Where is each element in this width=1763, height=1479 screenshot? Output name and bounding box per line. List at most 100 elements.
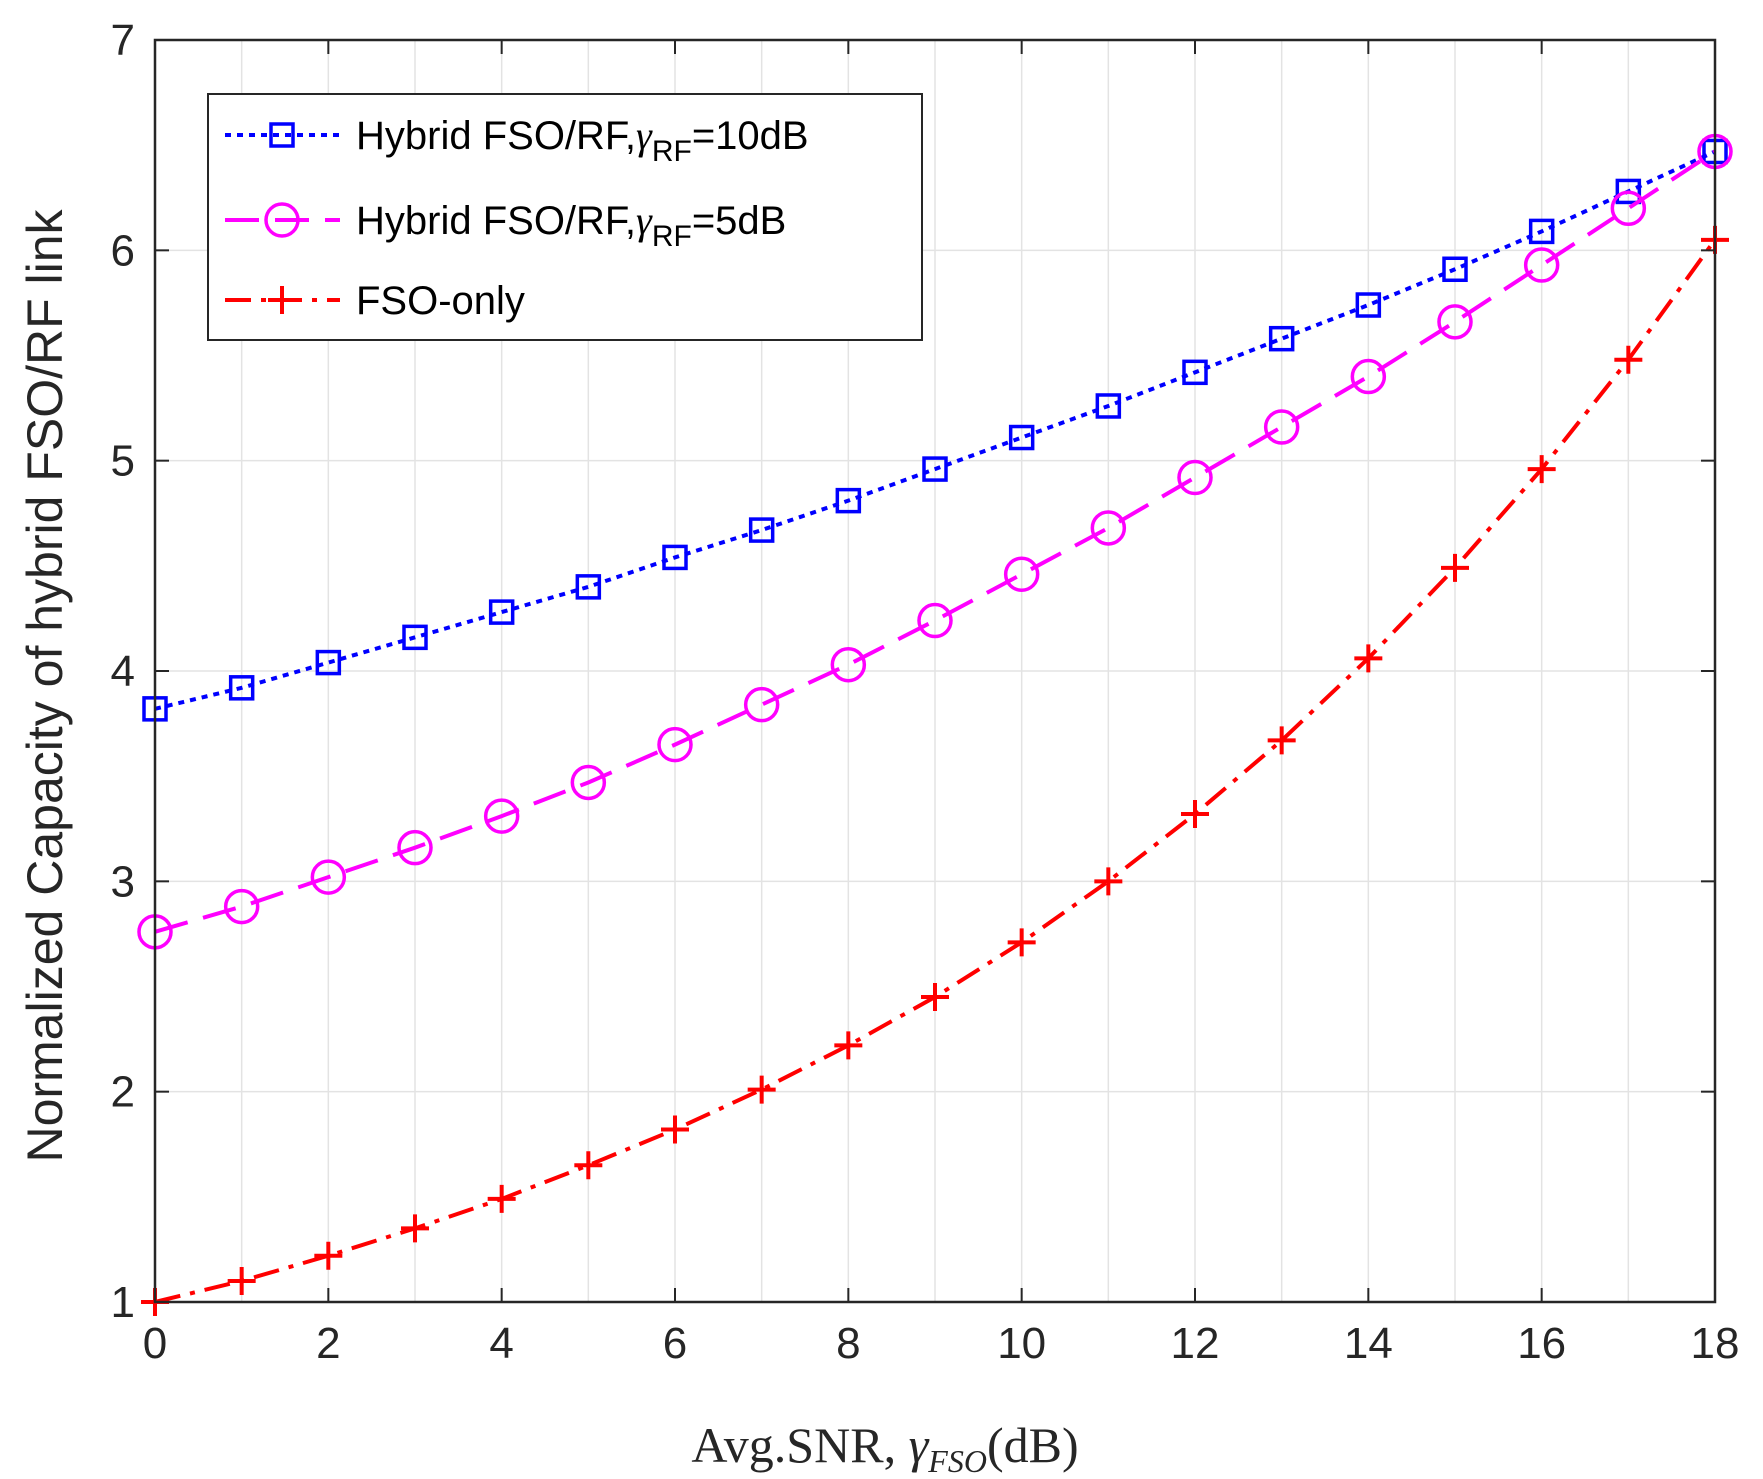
data-point: [401, 1214, 429, 1243]
data-point: [1090, 510, 1127, 546]
data-point: [1527, 455, 1556, 484]
data-point: [1095, 393, 1122, 419]
x-axis-label-text: Avg.SNR,: [691, 1417, 908, 1473]
data-point: [1614, 345, 1643, 374]
legend-entry-3: FSO-only: [225, 279, 525, 323]
x-axis-label-gamma: γ: [909, 1417, 930, 1473]
data-point: [575, 574, 602, 600]
legend-label-suffix: =5dB: [692, 199, 787, 243]
data-point: [228, 675, 255, 701]
data-point: [487, 1184, 516, 1213]
data-point: [1528, 218, 1555, 245]
data-point: [227, 1266, 256, 1295]
data-point: [1441, 553, 1469, 582]
data-point: [1182, 359, 1208, 386]
data-point: [223, 888, 260, 925]
data-point: [1263, 409, 1300, 445]
x-axis-label-subscript: FSO: [927, 1443, 987, 1479]
y-tick-label: 3: [111, 857, 135, 906]
data-point: [1094, 867, 1123, 896]
legend-label: FSO-only: [356, 279, 525, 323]
legend-label-subscript: RF: [652, 220, 692, 253]
data-point: [483, 798, 520, 834]
data-point: [570, 764, 607, 801]
data-point: [835, 487, 862, 514]
data-point: [315, 649, 342, 676]
data-point: [1354, 644, 1383, 673]
data-point: [574, 1151, 603, 1180]
data-point: [1177, 459, 1213, 496]
series-2: [137, 133, 1733, 950]
data-point: [747, 1075, 776, 1104]
legend-marker: [264, 202, 300, 238]
data-point: [1615, 178, 1642, 205]
data-point: [743, 686, 780, 723]
legend-entry-1: Hybrid FSO/RF,γRF=10dB: [225, 113, 809, 168]
x-tick-label: 4: [489, 1319, 513, 1368]
data-point: [1003, 556, 1040, 592]
data-point: [834, 1031, 863, 1060]
legend-label-gamma: γ: [636, 113, 653, 158]
y-axis-label: Normalized Capacity of hybrid FSO/RF lin…: [17, 208, 73, 1162]
data-point: [1008, 424, 1035, 451]
data-point: [314, 1241, 343, 1270]
legend-label-suffix: =10dB: [692, 114, 809, 158]
series-1: [142, 138, 1728, 722]
data-point: [657, 726, 693, 763]
y-tick-label: 2: [111, 1068, 135, 1117]
x-tick-label: 10: [997, 1319, 1046, 1368]
legend-label-name: FSO-only: [356, 279, 525, 323]
data-point: [1181, 800, 1209, 829]
data-point: [661, 1115, 689, 1144]
x-tick-label: 6: [663, 1319, 687, 1368]
legend-label-name: Hybrid FSO/RF,: [356, 114, 636, 158]
data-point: [1355, 292, 1382, 318]
legend-marker: [269, 122, 295, 148]
x-tick-label: 14: [1344, 1319, 1393, 1368]
legend-marker: [268, 286, 296, 314]
legend-label: Hybrid FSO/RF,γRF=10dB: [356, 113, 809, 168]
y-tick-label: 5: [111, 437, 135, 486]
legend-label: Hybrid FSO/RF,γRF=5dB: [356, 198, 786, 253]
x-tick-label: 16: [1517, 1319, 1566, 1368]
data-point: [1268, 325, 1295, 352]
x-tick-label: 0: [143, 1319, 167, 1368]
legend-label-name: Hybrid FSO/RF,: [356, 199, 636, 243]
data-point: [1437, 304, 1473, 340]
data-point: [830, 646, 867, 683]
y-tick-label: 1: [111, 1278, 135, 1327]
legend-entry-2: Hybrid FSO/RF,γRF=5dB: [225, 198, 786, 253]
data-point: [397, 829, 433, 866]
x-tick-label: 18: [1691, 1319, 1740, 1368]
data-point: [1442, 256, 1468, 283]
legend-label-gamma: γ: [636, 198, 653, 243]
data-point: [1350, 358, 1387, 395]
y-tick-label: 7: [111, 16, 135, 65]
x-axis-label-unit: (dB): [987, 1417, 1079, 1473]
data-point: [1007, 928, 1036, 957]
y-tick-label: 4: [111, 647, 135, 696]
data-point: [1523, 247, 1560, 283]
data-point: [917, 602, 953, 639]
x-axis-label: Avg.SNR, γFSO(dB): [691, 1417, 1078, 1479]
data-point: [402, 624, 428, 651]
x-tick-label: 8: [836, 1319, 860, 1368]
data-point: [662, 544, 688, 571]
series-line: [154, 149, 1717, 934]
data-point: [922, 456, 948, 482]
series-line: [154, 149, 1716, 711]
legend-label-subscript: RF: [652, 135, 692, 168]
data-point: [1610, 190, 1647, 227]
y-tick-label: 6: [111, 226, 135, 275]
data-point: [310, 859, 347, 895]
x-tick-label: 2: [316, 1319, 340, 1368]
data-point: [748, 517, 775, 543]
data-point: [488, 599, 515, 625]
data-point: [1267, 726, 1296, 755]
data-point: [921, 983, 949, 1012]
